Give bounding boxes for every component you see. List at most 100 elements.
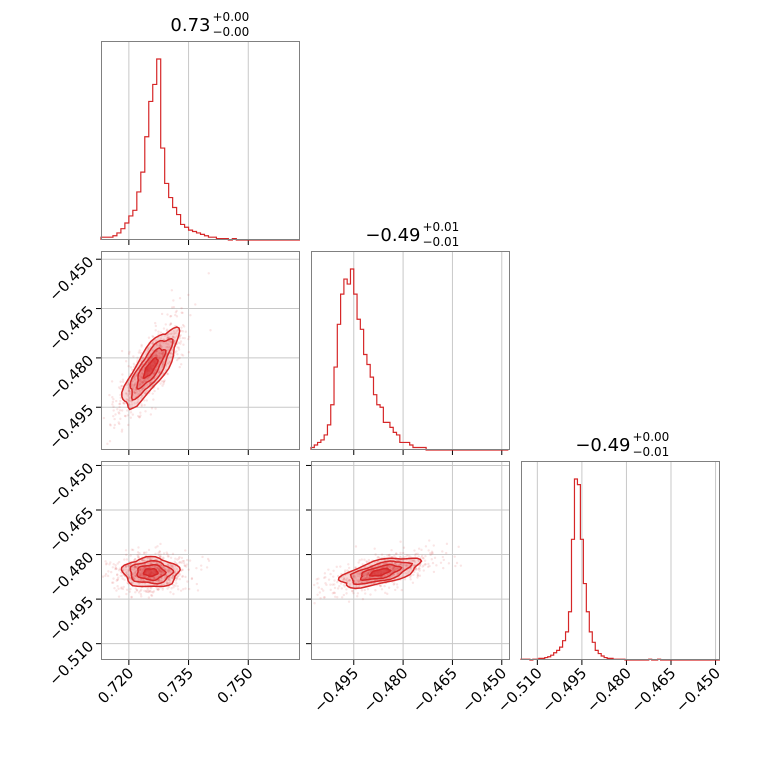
scatter-point bbox=[110, 570, 113, 574]
scatter-point bbox=[379, 584, 383, 588]
panel-border bbox=[101, 41, 300, 240]
panel-border bbox=[101, 251, 300, 450]
scatter-point bbox=[180, 353, 183, 356]
scatter-point bbox=[157, 357, 161, 360]
scatter-point bbox=[365, 574, 369, 577]
title-minus: −0.01 bbox=[633, 445, 670, 459]
scatter-point bbox=[157, 588, 160, 591]
scatter-point bbox=[159, 331, 163, 334]
scatter-point bbox=[169, 314, 173, 318]
scatter-point bbox=[416, 573, 420, 577]
x-tick-label: −0.465 bbox=[409, 664, 461, 716]
scatter-point bbox=[158, 568, 161, 572]
scatter-point bbox=[140, 388, 143, 392]
scatter-point bbox=[138, 568, 142, 571]
scatter-point bbox=[145, 551, 148, 554]
scatter-point bbox=[132, 384, 135, 387]
scatter-point bbox=[160, 312, 164, 316]
scatter-point bbox=[114, 564, 117, 567]
scatter-point bbox=[116, 584, 119, 588]
scatter-point bbox=[139, 593, 143, 596]
scatter-point bbox=[129, 391, 132, 394]
scatter-point bbox=[115, 567, 118, 571]
scatter-point bbox=[323, 576, 326, 580]
scatter-point bbox=[418, 564, 422, 568]
scatter-point bbox=[416, 574, 420, 578]
scatter-point bbox=[426, 565, 430, 569]
scatter-point bbox=[167, 570, 170, 573]
scatter-point bbox=[160, 571, 163, 574]
scatter-point bbox=[376, 556, 379, 559]
scatter-point bbox=[133, 377, 136, 380]
scatter-point bbox=[323, 596, 326, 599]
scatter-point bbox=[357, 585, 361, 588]
scatter-point bbox=[152, 340, 155, 344]
scatter-point bbox=[166, 555, 170, 558]
scatter-point bbox=[386, 554, 389, 557]
x-tick-label: −0.450 bbox=[672, 664, 724, 716]
scatter-point bbox=[324, 576, 327, 579]
scatter-point bbox=[162, 352, 165, 355]
scatter-point bbox=[148, 590, 152, 593]
scatter-point bbox=[170, 564, 174, 567]
scatter-point bbox=[420, 548, 423, 552]
scatter-point bbox=[364, 565, 367, 569]
scatter-point bbox=[132, 362, 136, 366]
scatter-point bbox=[170, 565, 173, 569]
scatter-point bbox=[150, 590, 153, 594]
scatter-point bbox=[154, 324, 158, 328]
scatter-point bbox=[136, 359, 139, 362]
scatter-point bbox=[176, 353, 179, 356]
scatter-point bbox=[132, 568, 135, 572]
scatter-point bbox=[108, 423, 112, 426]
scatter-point bbox=[161, 586, 164, 590]
scatter-point bbox=[139, 411, 142, 414]
scatter-point bbox=[134, 572, 137, 576]
scatter-point bbox=[139, 379, 142, 382]
scatter-point bbox=[157, 371, 161, 374]
x-tick-label: 0.735 bbox=[154, 664, 197, 707]
scatter-point bbox=[159, 555, 162, 558]
scatter-point bbox=[160, 345, 164, 348]
scatter-point bbox=[422, 564, 425, 567]
scatter-point bbox=[395, 567, 398, 570]
scatter-point bbox=[132, 559, 136, 562]
scatter-point bbox=[395, 567, 398, 570]
scatter-point bbox=[133, 391, 137, 395]
scatter-point bbox=[356, 574, 359, 578]
scatter-point bbox=[357, 561, 360, 564]
scatter-point bbox=[125, 383, 129, 387]
scatter-point bbox=[407, 554, 410, 557]
x-tick-label: −0.480 bbox=[360, 664, 412, 716]
panel-border bbox=[311, 461, 510, 660]
scatter-point bbox=[177, 346, 181, 349]
scatter-point bbox=[124, 549, 128, 552]
scatter-point bbox=[174, 557, 177, 560]
scatter-point bbox=[106, 574, 110, 578]
scatter-point bbox=[318, 591, 322, 594]
panel-background bbox=[101, 251, 300, 450]
scatter-point bbox=[358, 572, 361, 576]
scatter-point bbox=[146, 377, 150, 380]
scatter-point bbox=[363, 558, 366, 561]
panel-title-2: −0.49 +0.00−0.01 bbox=[575, 430, 669, 459]
scatter-point bbox=[112, 563, 115, 566]
scatter-point bbox=[161, 588, 164, 591]
scatter-point bbox=[178, 578, 181, 581]
scatter-point bbox=[367, 558, 371, 562]
scatter-point bbox=[179, 340, 183, 343]
scatter-point bbox=[398, 563, 401, 566]
scatter-point bbox=[366, 571, 369, 575]
scatter-point bbox=[152, 335, 155, 339]
scatter-point bbox=[418, 566, 421, 570]
density-contour bbox=[369, 567, 392, 577]
scatter-point bbox=[143, 552, 146, 555]
scatter-point bbox=[166, 346, 169, 349]
scatter-point bbox=[122, 401, 125, 405]
scatter-point bbox=[134, 392, 137, 395]
scatter-point bbox=[169, 556, 173, 559]
scatter-point bbox=[143, 380, 146, 383]
scatter-point bbox=[181, 575, 184, 579]
scatter-point bbox=[154, 329, 157, 332]
scatter-point bbox=[354, 566, 357, 569]
